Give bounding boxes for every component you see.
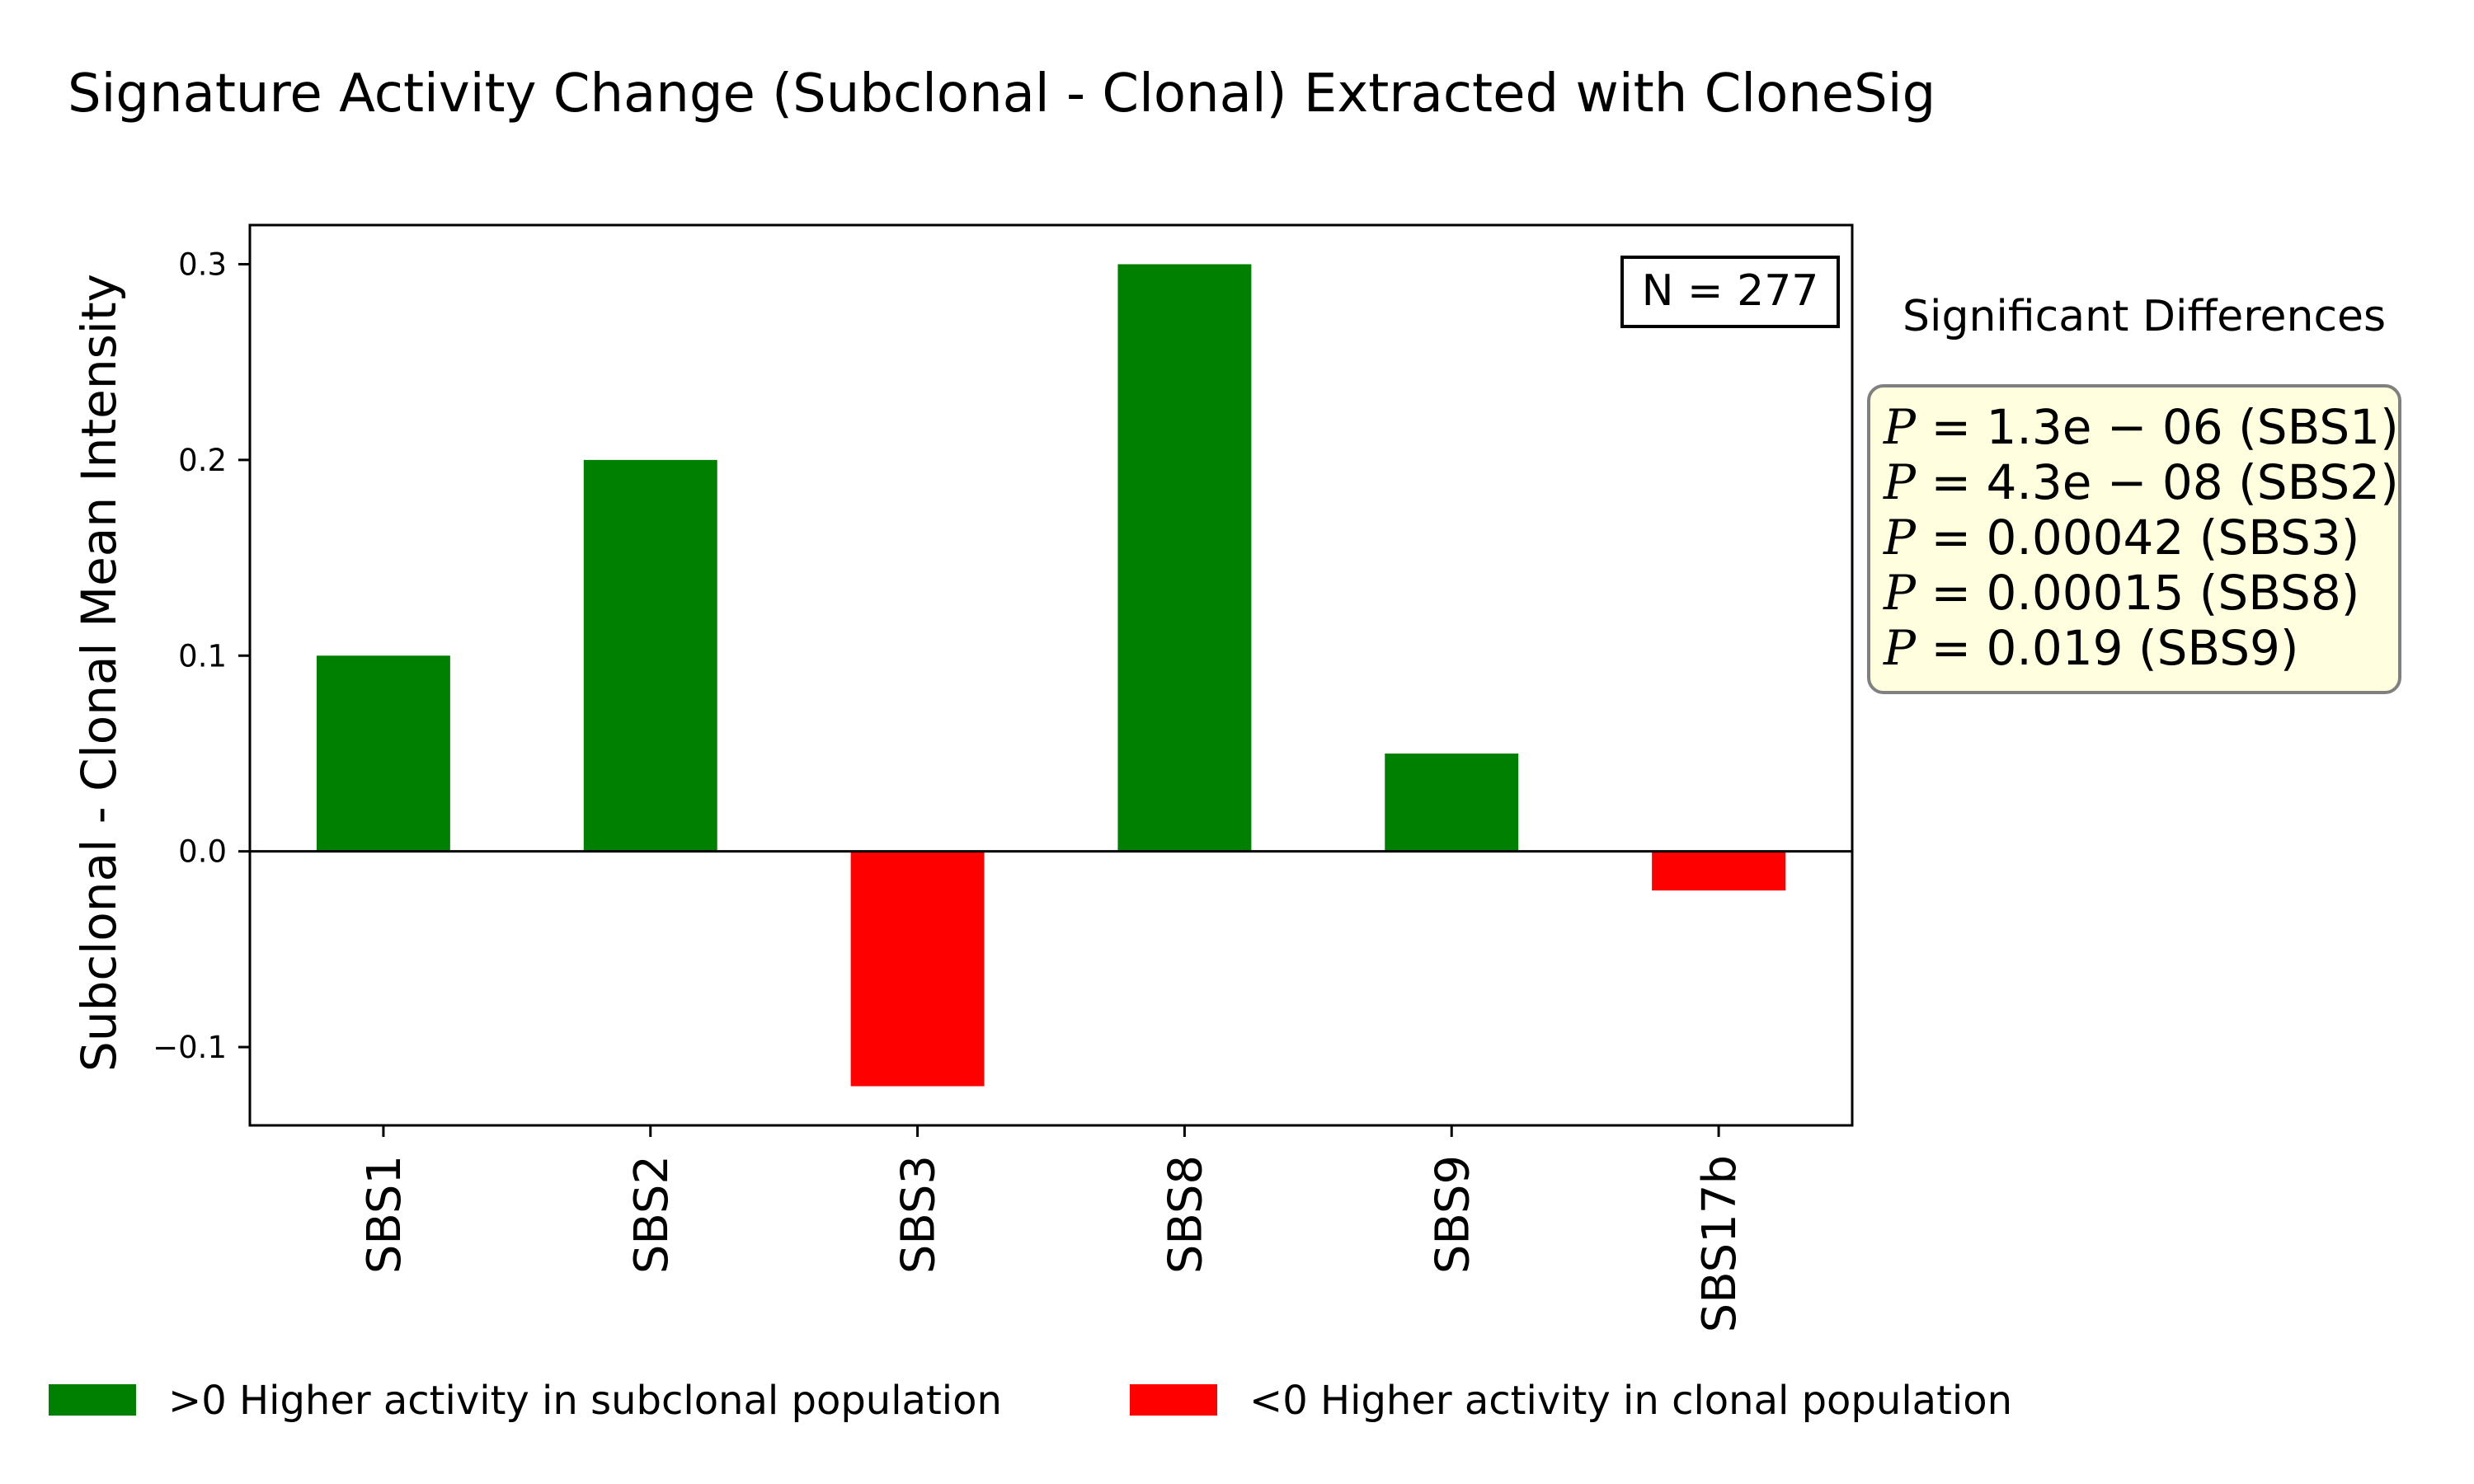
significance-panel: Significant Differences P = 1.3e − 06 (S… bbox=[1867, 292, 2401, 694]
significance-line: P = 4.3e − 08 (SBS2) bbox=[1883, 454, 2399, 510]
bar-sbs3 bbox=[850, 851, 985, 1087]
bar-sbs8 bbox=[1117, 264, 1252, 852]
significance-line: P = 0.00015 (SBS8) bbox=[1883, 565, 2359, 621]
x-tick-label: SBS9 bbox=[1426, 1155, 1479, 1274]
legend-swatch bbox=[49, 1384, 136, 1416]
significance-lines: P = 1.3e − 06 (SBS1)P = 4.3e − 08 (SBS2)… bbox=[1883, 399, 2399, 676]
legend-swatch bbox=[1130, 1384, 1217, 1416]
bar-sbs9 bbox=[1385, 753, 1519, 852]
bars-layer bbox=[316, 264, 1786, 1087]
significance-title: Significant Differences bbox=[1903, 292, 2386, 341]
y-tick-label: −0.1 bbox=[153, 1030, 227, 1065]
plot-area-frame bbox=[248, 223, 1854, 1127]
significance-line: P = 0.019 (SBS9) bbox=[1883, 620, 2299, 676]
y-axis-ticks: −0.1 0.0 0.1 0.2 0.3 bbox=[153, 247, 250, 1065]
x-tick-label: SBS17b bbox=[1693, 1155, 1747, 1332]
significance-box bbox=[1867, 384, 2401, 694]
x-tick-label: SBS2 bbox=[625, 1155, 679, 1274]
y-tick-label: 0.1 bbox=[178, 638, 227, 674]
y-axis-label: Subclonal - Clonal Mean Intensity bbox=[71, 274, 127, 1072]
x-axis-ticks: SBS1 SBS2 SBS3 SBS8 SBS9 SBS17b bbox=[358, 1125, 1747, 1332]
n-annotation-box bbox=[1620, 256, 1840, 328]
y-tick-label: 0.2 bbox=[178, 443, 227, 478]
significance-line: P = 1.3e − 06 (SBS1) bbox=[1883, 399, 2399, 455]
bar-sbs1 bbox=[316, 655, 450, 852]
significance-line: P = 0.00042 (SBS3) bbox=[1883, 510, 2359, 566]
legend: >0 Higher activity in subclonal populati… bbox=[49, 1378, 2012, 1424]
legend-label: <0 Higher activity in clonal population bbox=[1249, 1378, 2012, 1424]
bar-sbs2 bbox=[583, 459, 717, 852]
x-tick-label: SBS1 bbox=[358, 1155, 412, 1274]
x-tick-label: SBS3 bbox=[892, 1155, 946, 1274]
legend-label: >0 Higher activity in subclonal populati… bbox=[168, 1378, 1002, 1424]
y-tick-label: 0.3 bbox=[178, 247, 227, 282]
n-annotation: N = 277 bbox=[1620, 256, 1840, 328]
bar-sbs17b bbox=[1652, 851, 1786, 891]
chart-title: Signature Activity Change (Subclonal - C… bbox=[68, 63, 1935, 124]
x-tick-label: SBS8 bbox=[1159, 1155, 1212, 1274]
y-tick-label: 0.0 bbox=[178, 834, 227, 870]
n-annotation-text: N = 277 bbox=[1642, 266, 1819, 316]
